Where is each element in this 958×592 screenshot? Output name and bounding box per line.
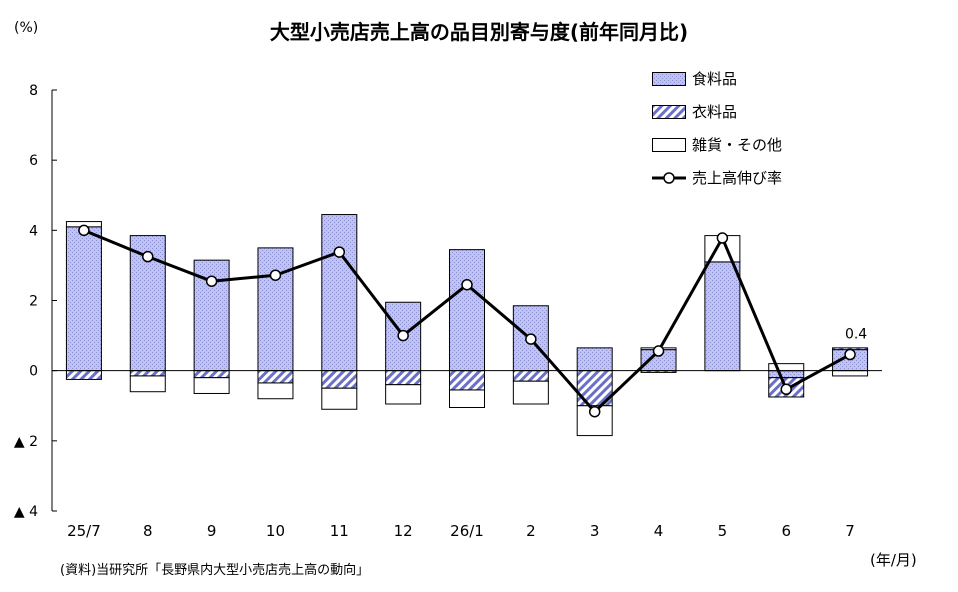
point-sales-growth <box>525 333 537 345</box>
y-tick-label: 6 <box>29 153 38 169</box>
legend-label-clothing: 衣料品 <box>692 103 738 121</box>
point-sales-growth <box>652 345 665 357</box>
y-tick-label: ▲ 2 <box>14 434 38 450</box>
legend-label-other: 雑貨・その他 <box>692 136 783 154</box>
bar-clothing <box>385 370 422 386</box>
point-sales-growth <box>844 348 856 361</box>
point-sales-growth <box>333 246 346 258</box>
bar-food <box>65 226 102 372</box>
chart-title: 大型小売店売上高の品目別寄与度(前年同月比) <box>269 20 689 44</box>
bar-other <box>193 377 230 394</box>
bar-food <box>129 235 166 372</box>
y-axis-unit-label: (%) <box>14 20 39 36</box>
bar-other <box>768 363 805 372</box>
axes-layer: 8 6 4 2 0 ▲ 2 ▲ 4 25/7 8 9 10 11 12 26/1 2 3 4 5 6 7 <box>14 83 882 540</box>
bar-other <box>321 387 358 410</box>
y-tick-label: 8 <box>29 83 38 99</box>
bar-other <box>257 382 294 400</box>
bar-clothing <box>321 370 358 389</box>
bar-other <box>832 370 869 377</box>
legend: 食料品 衣料品 雑貨・その他 売上高伸び率 <box>652 62 782 194</box>
bar-clothing <box>449 370 485 391</box>
legend-label-sales-growth: 売上高伸び率 <box>692 169 783 187</box>
bar-other <box>129 375 166 393</box>
bar-food <box>321 214 358 372</box>
point-sales-growth <box>78 224 90 237</box>
x-tick-label: 12 <box>394 522 413 540</box>
x-tick-label: 10 <box>266 522 285 540</box>
source-note: (資料)当研究所「長野県内大型小売店売上高の動向」 <box>60 563 370 578</box>
point-sales-growth <box>780 383 792 396</box>
point-sales-growth <box>588 405 601 418</box>
data-label: 0.4 <box>845 327 867 343</box>
legend-swatch-other <box>652 137 686 152</box>
point-sales-growth <box>461 278 473 291</box>
point-sales-growth <box>142 250 154 263</box>
point-sales-growth <box>269 269 282 281</box>
x-tick-label: 6 <box>781 522 791 540</box>
bar-clothing <box>257 370 294 384</box>
y-tick-label: ▲ 4 <box>14 504 38 520</box>
bar-food <box>704 261 741 372</box>
legend-item-clothing: 衣料品 <box>652 95 782 128</box>
x-tick-label: 7 <box>845 522 855 540</box>
bar-other <box>449 389 485 409</box>
bar-food <box>257 247 294 372</box>
y-tick-label: 0 <box>29 364 38 380</box>
x-tick-label: 11 <box>330 522 349 540</box>
bar-clothing <box>512 370 549 382</box>
legend-swatch-sales-growth <box>652 171 686 184</box>
y-tick-label: 2 <box>29 294 38 310</box>
bar-food <box>449 249 485 372</box>
x-tick-label: 5 <box>718 522 728 540</box>
bar-other <box>512 380 549 405</box>
point-sales-growth <box>716 232 729 244</box>
bar-clothing <box>129 370 166 377</box>
x-axis-unit-label: (年/月) <box>870 551 917 569</box>
legend-item-sales-growth: 売上高伸び率 <box>652 161 782 194</box>
bars-layer <box>65 214 869 437</box>
bar-food <box>768 370 805 379</box>
line-layer: 0.4 <box>78 224 867 418</box>
bar-other <box>385 384 422 405</box>
x-tick-label: 4 <box>654 522 664 540</box>
x-tick-label: 26/1 <box>450 522 484 540</box>
bar-clothing <box>193 370 230 379</box>
y-tick-label: 4 <box>29 223 38 239</box>
point-sales-growth <box>205 275 218 287</box>
x-tick-label: 3 <box>590 522 600 540</box>
x-tick-label: 8 <box>143 522 153 540</box>
legend-swatch-food <box>652 71 686 86</box>
legend-item-other: 雑貨・その他 <box>652 128 782 161</box>
legend-swatch-clothing <box>652 104 686 119</box>
x-tick-label: 2 <box>526 522 536 540</box>
legend-label-food: 食料品 <box>692 70 738 88</box>
x-tick-label: 25/7 <box>67 522 101 540</box>
bar-clothing <box>65 370 102 380</box>
legend-item-food: 食料品 <box>652 62 782 95</box>
bar-food <box>576 347 613 372</box>
point-sales-growth <box>397 329 409 342</box>
x-tick-label: 9 <box>207 522 217 540</box>
